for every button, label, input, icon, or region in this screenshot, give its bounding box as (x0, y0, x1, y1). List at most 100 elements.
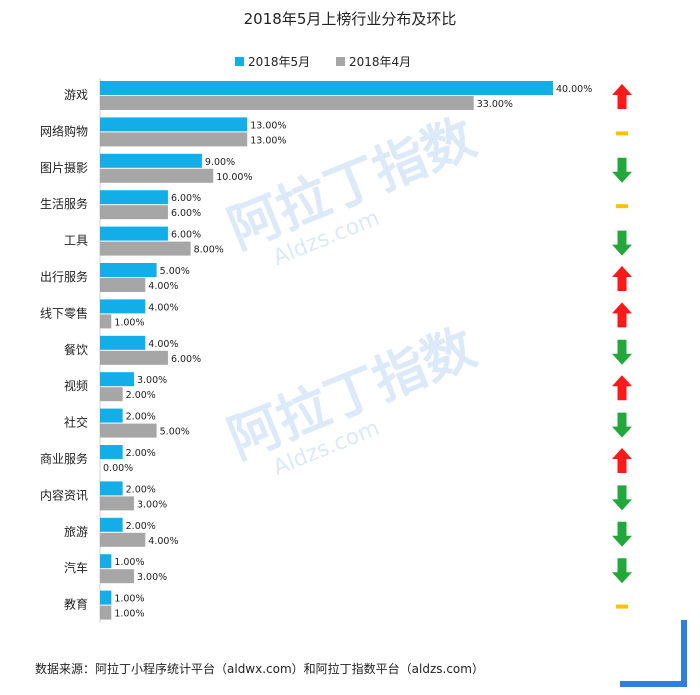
category-label: 旅游 (64, 525, 88, 539)
data-label-may: 6.00% (171, 193, 201, 204)
bar-april (100, 532, 146, 547)
data-label-may: 9.00% (205, 157, 235, 168)
bar-april (100, 205, 168, 220)
data-label-april: 1.00% (114, 609, 144, 620)
bar-april (100, 241, 191, 256)
bar-may (100, 445, 123, 459)
data-label-may: 40.00% (556, 84, 592, 95)
data-label-may: 4.00% (148, 302, 178, 313)
category-label: 游戏 (64, 88, 88, 102)
legend: 2018年5月 2018年4月 (235, 55, 411, 69)
trend-down-arrow-icon (612, 157, 632, 183)
bar-may (100, 408, 123, 423)
bar-april (100, 496, 134, 511)
bar-april (100, 423, 157, 438)
category-label: 视频 (64, 378, 88, 393)
bar-may (100, 299, 146, 314)
category-label: 图片摄影 (40, 160, 88, 175)
corner-accent (620, 620, 687, 687)
legend-swatch-april (336, 57, 345, 66)
trend-up-arrow-icon (612, 375, 632, 401)
bar-april (100, 132, 248, 147)
trend-flat-dash-icon (616, 604, 628, 609)
data-label-may: 2.00% (126, 448, 156, 459)
bar-april (100, 278, 146, 292)
category-label: 餐饮 (64, 342, 88, 357)
bar-may (100, 517, 123, 532)
data-label-april: 4.00% (148, 536, 178, 547)
data-label-may: 4.00% (148, 339, 178, 350)
category-label: 教育 (64, 597, 88, 612)
category-label: 社交 (64, 415, 88, 430)
category-label: 网络购物 (40, 123, 88, 138)
trend-up-arrow-icon (612, 448, 632, 473)
data-label-may: 1.00% (114, 594, 144, 605)
trend-flat-dash-icon (616, 204, 628, 209)
bar-may (100, 117, 248, 132)
plot-area: 游戏 40.00% 33.00% 网络购物 13.00% 13.00% 图片摄影 9.00% 1… (40, 81, 632, 620)
data-label-may: 13.00% (250, 120, 286, 131)
data-label-april: 2.00% (126, 390, 156, 401)
data-label-may: 2.00% (126, 412, 156, 423)
legend-label-april: 2018年4月 (349, 55, 411, 69)
data-label-april: 8.00% (194, 245, 224, 256)
data-label-may: 3.00% (137, 375, 167, 386)
category-label: 汽车 (64, 560, 88, 575)
trend-down-arrow-icon (612, 339, 632, 365)
trend-down-arrow-icon (612, 521, 632, 547)
bar-may (100, 372, 134, 387)
bar-may (100, 554, 112, 569)
data-label-april: 10.00% (216, 172, 252, 183)
trend-down-arrow-icon (612, 485, 632, 511)
watermark: 阿拉丁指数 Aldzs.com 阿拉丁指数 Aldzs.com (220, 108, 484, 481)
bar-may (100, 335, 146, 350)
category-label: 内容资讯 (40, 487, 88, 502)
bar-april (100, 350, 168, 365)
trend-up-arrow-icon (612, 302, 632, 328)
bar-may (100, 190, 168, 205)
trend-down-arrow-icon (612, 412, 632, 438)
bar-april (100, 569, 134, 584)
data-label-may: 2.00% (126, 484, 156, 495)
bar-april (100, 605, 112, 620)
trend-down-arrow-icon (612, 230, 632, 256)
bar-april (100, 168, 214, 183)
bar-may (100, 481, 123, 496)
category-label: 生活服务 (40, 196, 88, 211)
category-label: 工具 (64, 234, 88, 248)
category-label: 出行服务 (40, 269, 88, 284)
data-label-may: 6.00% (171, 230, 201, 241)
trend-up-arrow-icon (612, 266, 632, 291)
trend-flat-dash-icon (616, 131, 628, 136)
data-source-footer: 数据来源：阿拉丁小程序统计平台（aldwx.com）和阿拉丁指数平台（aldzs… (35, 662, 484, 676)
bar-may (100, 590, 112, 605)
bar-april (100, 387, 123, 402)
category-label: 商业服务 (40, 451, 88, 466)
category-label: 线下零售 (40, 305, 88, 320)
data-label-april: 33.00% (477, 99, 513, 110)
data-label-april: 4.00% (148, 281, 178, 292)
bar-may (100, 81, 553, 95)
data-label-may: 5.00% (160, 266, 190, 277)
data-label-may: 1.00% (114, 557, 144, 568)
data-label-april: 13.00% (250, 135, 286, 146)
data-label-april: 6.00% (171, 354, 201, 365)
data-label-april: 5.00% (160, 427, 190, 438)
bar-april (100, 96, 474, 110)
legend-swatch-may (235, 57, 244, 66)
trend-down-arrow-icon (612, 558, 632, 584)
data-label-april: 1.00% (114, 317, 144, 328)
data-label-may: 2.00% (126, 521, 156, 532)
bar-may (100, 153, 202, 168)
bar-may (100, 263, 157, 277)
data-label-april: 6.00% (171, 208, 201, 219)
data-label-april: 3.00% (137, 499, 167, 510)
bar-april (100, 314, 112, 329)
data-label-april: 0.00% (103, 463, 133, 474)
data-label-april: 3.00% (137, 572, 167, 583)
bar-may (100, 226, 168, 241)
chart-title: 2018年5月上榜行业分布及环比 (244, 10, 457, 28)
trend-up-arrow-icon (612, 84, 632, 109)
legend-label-may: 2018年5月 (248, 55, 310, 69)
